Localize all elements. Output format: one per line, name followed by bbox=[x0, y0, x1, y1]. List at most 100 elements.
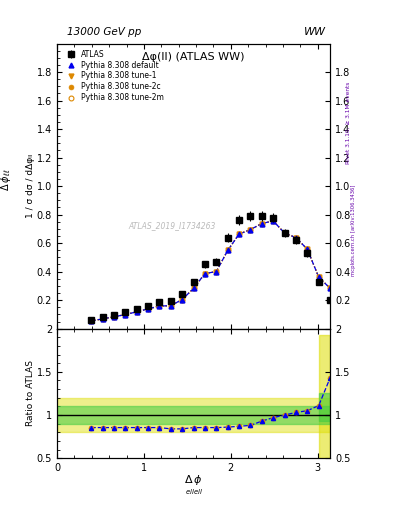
Pythia 8.308 tune-2m bbox=[123, 311, 128, 317]
Pythia 8.308 default bbox=[328, 285, 332, 291]
Pythia 8.308 tune-2m bbox=[180, 296, 185, 303]
Pythia 8.308 default bbox=[237, 231, 241, 237]
Line: Pythia 8.308 tune-2c: Pythia 8.308 tune-2c bbox=[89, 219, 332, 324]
Bar bbox=[57, 407, 330, 424]
Pythia 8.308 tune-2c bbox=[112, 314, 116, 320]
Pythia 8.308 default bbox=[134, 309, 139, 315]
Text: ATLAS_2019_I1734263: ATLAS_2019_I1734263 bbox=[128, 222, 215, 230]
Pythia 8.308 default bbox=[157, 303, 162, 309]
Pythia 8.308 tune-2c bbox=[100, 316, 105, 322]
Pythia 8.308 tune-2m bbox=[225, 247, 230, 253]
Pythia 8.308 default bbox=[271, 218, 275, 224]
Pythia 8.308 tune-2c bbox=[259, 221, 264, 227]
Pythia 8.308 tune-2m bbox=[134, 309, 139, 315]
Pythia 8.308 tune-2m bbox=[305, 246, 310, 252]
Pythia 8.308 tune-2m bbox=[169, 303, 173, 309]
Pythia 8.308 default bbox=[146, 306, 151, 312]
Pythia 8.308 tune-2m bbox=[112, 314, 116, 320]
Bar bbox=[319, 335, 330, 458]
Pythia 8.308 tune-2m bbox=[248, 226, 253, 232]
Line: Pythia 8.308 tune-2m: Pythia 8.308 tune-2m bbox=[89, 219, 332, 324]
Pythia 8.308 default bbox=[89, 318, 94, 324]
Pythia 8.308 tune-2c bbox=[237, 231, 241, 237]
Text: WW: WW bbox=[304, 27, 326, 37]
Pythia 8.308 tune-1 bbox=[259, 221, 264, 227]
Pythia 8.308 tune-2m bbox=[271, 218, 275, 224]
Pythia 8.308 tune-2c bbox=[157, 303, 162, 309]
Pythia 8.308 tune-1 bbox=[146, 306, 151, 312]
Pythia 8.308 tune-2m bbox=[157, 303, 162, 309]
Pythia 8.308 tune-1 bbox=[225, 247, 230, 253]
Pythia 8.308 tune-1 bbox=[180, 296, 185, 303]
Text: 13000 GeV pp: 13000 GeV pp bbox=[67, 27, 141, 37]
Pythia 8.308 default bbox=[123, 311, 128, 317]
Bar bbox=[319, 393, 330, 421]
Pythia 8.308 tune-1 bbox=[316, 274, 321, 280]
Pythia 8.308 tune-2m bbox=[202, 270, 207, 276]
Line: Pythia 8.308 default: Pythia 8.308 default bbox=[89, 219, 332, 324]
Pythia 8.308 tune-2c bbox=[328, 285, 332, 291]
Pythia 8.308 tune-2m bbox=[191, 285, 196, 291]
Pythia 8.308 default bbox=[202, 270, 207, 276]
Pythia 8.308 tune-1 bbox=[248, 226, 253, 232]
Pythia 8.308 tune-2m bbox=[328, 285, 332, 291]
Pythia 8.308 tune-1 bbox=[271, 218, 275, 224]
Y-axis label: Ratio to ATLAS: Ratio to ATLAS bbox=[26, 360, 35, 426]
Text: $\Delta\,\phi_{\,\ell\ell}$: $\Delta\,\phi_{\,\ell\ell}$ bbox=[0, 168, 13, 190]
Pythia 8.308 tune-1 bbox=[134, 309, 139, 315]
Pythia 8.308 tune-2c bbox=[282, 230, 287, 236]
Pythia 8.308 tune-2m bbox=[100, 316, 105, 322]
Pythia 8.308 default bbox=[214, 268, 219, 274]
Text: Rivet 3.1.10, ≥ 3.1M events: Rivet 3.1.10, ≥ 3.1M events bbox=[345, 82, 350, 164]
Pythia 8.308 default bbox=[112, 314, 116, 320]
Pythia 8.308 tune-2m bbox=[237, 231, 241, 237]
Y-axis label: 1 / σ dσ / dΔφₗₗ: 1 / σ dσ / dΔφₗₗ bbox=[26, 154, 35, 218]
Pythia 8.308 tune-2c bbox=[169, 303, 173, 309]
Pythia 8.308 default bbox=[294, 234, 298, 241]
Pythia 8.308 tune-2m bbox=[214, 268, 219, 274]
Pythia 8.308 tune-2m bbox=[259, 221, 264, 227]
Pythia 8.308 default bbox=[259, 221, 264, 227]
Pythia 8.308 tune-1 bbox=[214, 268, 219, 274]
Pythia 8.308 default bbox=[282, 230, 287, 236]
Pythia 8.308 default bbox=[100, 316, 105, 322]
Pythia 8.308 tune-2c bbox=[248, 226, 253, 232]
Pythia 8.308 tune-2m bbox=[294, 234, 298, 241]
Pythia 8.308 tune-1 bbox=[294, 234, 298, 241]
Pythia 8.308 tune-2c bbox=[146, 306, 151, 312]
Pythia 8.308 tune-1 bbox=[191, 285, 196, 291]
Pythia 8.308 tune-2c bbox=[294, 234, 298, 241]
X-axis label: $\Delta\,\phi$: $\Delta\,\phi$ bbox=[184, 473, 203, 487]
Pythia 8.308 tune-1 bbox=[157, 303, 162, 309]
Pythia 8.308 default bbox=[225, 247, 230, 253]
Pythia 8.308 tune-2c bbox=[214, 268, 219, 274]
Pythia 8.308 tune-1 bbox=[282, 230, 287, 236]
Pythia 8.308 default bbox=[248, 226, 253, 232]
Pythia 8.308 tune-2c bbox=[134, 309, 139, 315]
Pythia 8.308 tune-1 bbox=[328, 285, 332, 291]
Pythia 8.308 tune-1 bbox=[89, 318, 94, 324]
Pythia 8.308 tune-2m bbox=[282, 230, 287, 236]
Legend: ATLAS, Pythia 8.308 default, Pythia 8.308 tune-1, Pythia 8.308 tune-2c, Pythia 8: ATLAS, Pythia 8.308 default, Pythia 8.30… bbox=[61, 47, 167, 104]
Pythia 8.308 tune-2c bbox=[225, 247, 230, 253]
Pythia 8.308 default bbox=[191, 285, 196, 291]
Pythia 8.308 tune-2m bbox=[89, 318, 94, 324]
Pythia 8.308 default bbox=[169, 303, 173, 309]
Pythia 8.308 tune-1 bbox=[237, 231, 241, 237]
Text: Δφ(ll) (ATLAS WW): Δφ(ll) (ATLAS WW) bbox=[142, 52, 245, 62]
Pythia 8.308 tune-2c bbox=[305, 246, 310, 252]
Text: mcplots.cern.ch [arXiv:1306.3436]: mcplots.cern.ch [arXiv:1306.3436] bbox=[351, 185, 356, 276]
Pythia 8.308 tune-2c bbox=[180, 296, 185, 303]
Text: $_{\mathit{ellell}}$: $_{\mathit{ellell}}$ bbox=[185, 487, 202, 497]
Pythia 8.308 default bbox=[316, 274, 321, 280]
Pythia 8.308 tune-2c bbox=[89, 318, 94, 324]
Pythia 8.308 tune-1 bbox=[305, 246, 310, 252]
Pythia 8.308 default bbox=[305, 246, 310, 252]
Pythia 8.308 tune-2m bbox=[146, 306, 151, 312]
Bar bbox=[57, 398, 330, 432]
Pythia 8.308 tune-2c bbox=[202, 270, 207, 276]
Pythia 8.308 tune-2c bbox=[123, 311, 128, 317]
Pythia 8.308 tune-2m bbox=[316, 274, 321, 280]
Pythia 8.308 tune-1 bbox=[169, 303, 173, 309]
Pythia 8.308 tune-1 bbox=[100, 316, 105, 322]
